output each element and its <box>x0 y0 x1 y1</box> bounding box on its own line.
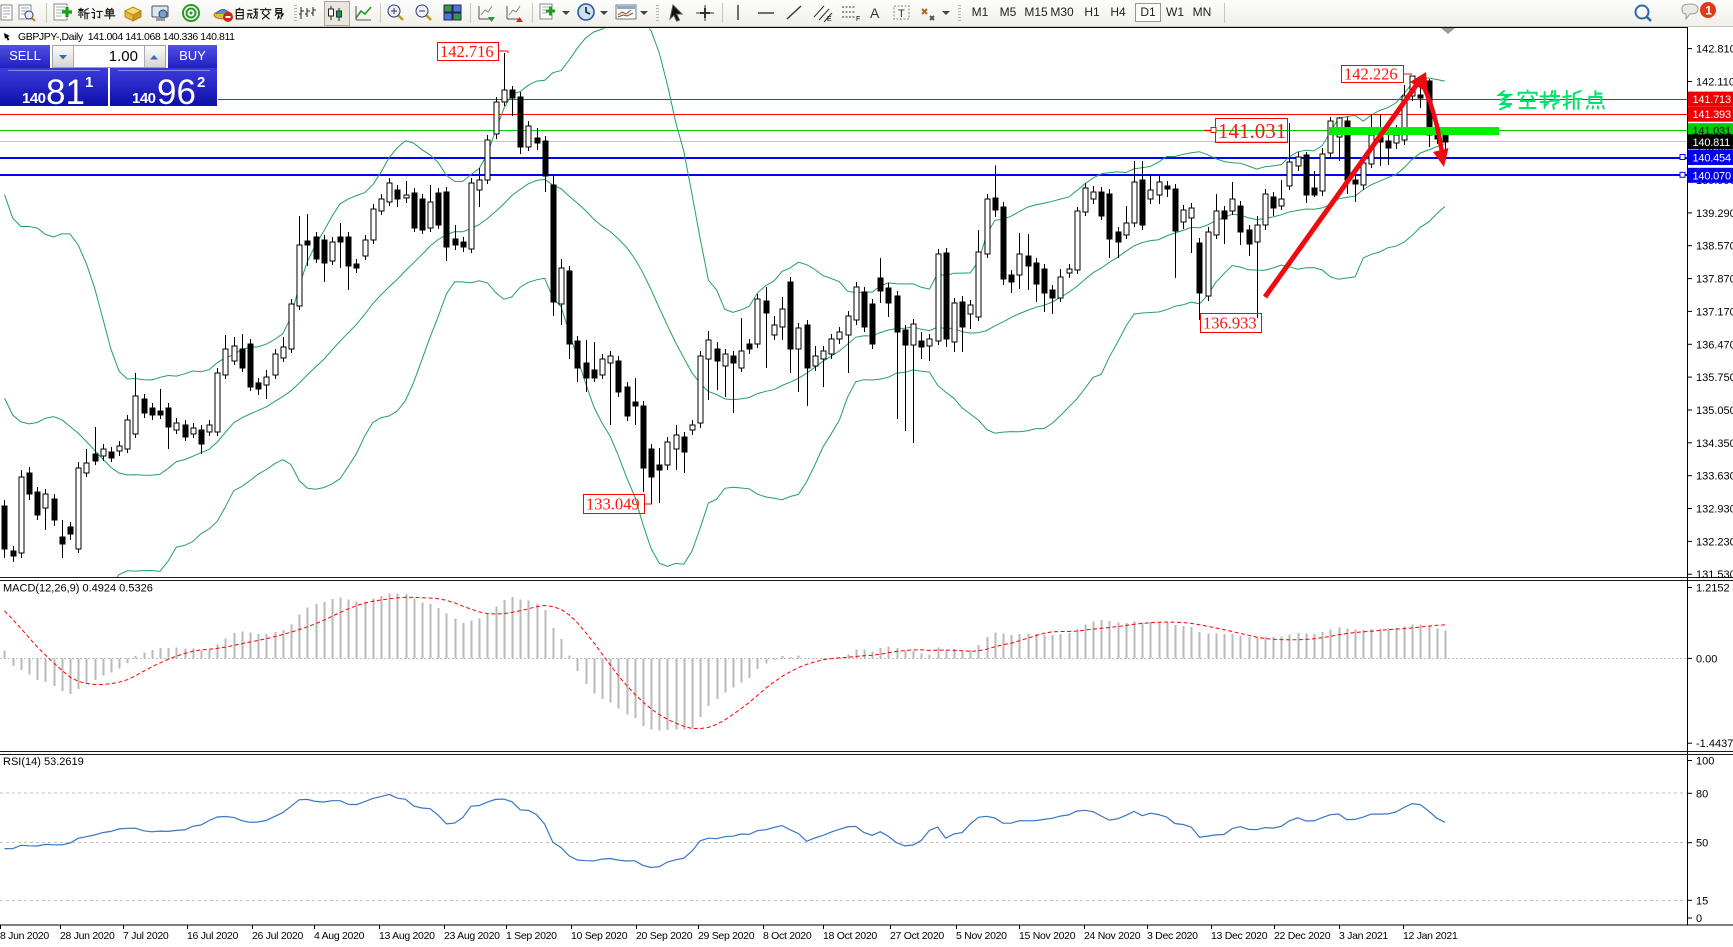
svg-text:1 Sep 2020: 1 Sep 2020 <box>506 930 557 942</box>
svg-text:3 Jan 2021: 3 Jan 2021 <box>1339 930 1388 942</box>
svg-text:1: 1 <box>1705 4 1712 18</box>
svg-text:-1.4437: -1.4437 <box>1696 738 1733 750</box>
svg-text:5 Nov 2020: 5 Nov 2020 <box>956 930 1007 942</box>
svg-text:15 Nov 2020: 15 Nov 2020 <box>1019 930 1076 942</box>
svg-text:142.226: 142.226 <box>1344 65 1398 84</box>
svg-text:50: 50 <box>1696 838 1708 850</box>
svg-text:0.00: 0.00 <box>1696 653 1717 665</box>
svg-text:28 Jun 2020: 28 Jun 2020 <box>60 930 115 942</box>
svg-text:24 Nov 2020: 24 Nov 2020 <box>1084 930 1141 942</box>
svg-text:8 Jun 2020: 8 Jun 2020 <box>0 930 49 942</box>
svg-text:4 Aug 2020: 4 Aug 2020 <box>314 930 365 942</box>
svg-text:136.470: 136.470 <box>1696 339 1733 351</box>
svg-text:RSI(14) 53.2619: RSI(14) 53.2619 <box>3 756 84 768</box>
svg-text:F: F <box>856 16 860 23</box>
svg-text:GBPJPY-,Daily 141.004 141.068: GBPJPY-,Daily 141.004 141.068 140.336 14… <box>18 31 235 43</box>
svg-text:8 Oct 2020: 8 Oct 2020 <box>763 930 812 942</box>
svg-text:132.230: 132.230 <box>1696 536 1733 548</box>
svg-text:131.530: 131.530 <box>1696 569 1733 581</box>
svg-text:16 Jul 2020: 16 Jul 2020 <box>187 930 238 942</box>
svg-text:80: 80 <box>1696 788 1708 800</box>
svg-text:1.2152: 1.2152 <box>1696 583 1730 595</box>
svg-text:22 Dec 2020: 22 Dec 2020 <box>1274 930 1331 942</box>
svg-text:7 Jul 2020: 7 Jul 2020 <box>123 930 169 942</box>
svg-text:E: E <box>827 16 832 23</box>
svg-text:133.049: 133.049 <box>586 495 640 514</box>
svg-text:29 Sep 2020: 29 Sep 2020 <box>698 930 755 942</box>
svg-text:10 Sep 2020: 10 Sep 2020 <box>571 930 628 942</box>
svg-text:135.050: 135.050 <box>1696 405 1733 417</box>
svg-text:141.393: 141.393 <box>1693 109 1731 121</box>
svg-text:132.930: 132.930 <box>1696 504 1733 516</box>
svg-text:100: 100 <box>1696 756 1714 768</box>
svg-text:12 Jan 2021: 12 Jan 2021 <box>1403 930 1458 942</box>
svg-text:138.570: 138.570 <box>1696 241 1733 253</box>
svg-text:142.810: 142.810 <box>1696 44 1733 56</box>
svg-text:140.454: 140.454 <box>1693 153 1731 165</box>
svg-text:26 Jul 2020: 26 Jul 2020 <box>252 930 303 942</box>
svg-text:137.170: 137.170 <box>1696 306 1733 318</box>
svg-text:23 Aug 2020: 23 Aug 2020 <box>444 930 500 942</box>
svg-text:3 Dec 2020: 3 Dec 2020 <box>1147 930 1198 942</box>
svg-text:A: A <box>870 5 880 21</box>
svg-text:T: T <box>898 8 905 20</box>
svg-text:136.933: 136.933 <box>1203 314 1257 333</box>
svg-text:142.110: 142.110 <box>1696 77 1733 89</box>
svg-text:13 Aug 2020: 13 Aug 2020 <box>379 930 435 942</box>
svg-text:135.750: 135.750 <box>1696 372 1733 384</box>
svg-text:141.713: 141.713 <box>1693 94 1731 106</box>
svg-text:18 Oct 2020: 18 Oct 2020 <box>823 930 877 942</box>
svg-text:MACD(12,26,9) 0.4924 0.5326: MACD(12,26,9) 0.4924 0.5326 <box>3 583 153 595</box>
svg-text:133.630: 133.630 <box>1696 471 1733 483</box>
svg-text:137.870: 137.870 <box>1696 274 1733 286</box>
svg-text:134.350: 134.350 <box>1696 438 1733 450</box>
svg-text:139.290: 139.290 <box>1696 208 1733 220</box>
svg-text:140.811: 140.811 <box>1693 137 1731 149</box>
svg-text:141.031: 141.031 <box>1218 119 1286 143</box>
svg-text:140.070: 140.070 <box>1693 170 1731 182</box>
svg-text:142.716: 142.716 <box>440 42 494 61</box>
svg-text:20 Sep 2020: 20 Sep 2020 <box>636 930 693 942</box>
svg-text:13 Dec 2020: 13 Dec 2020 <box>1211 930 1268 942</box>
svg-text:15: 15 <box>1696 895 1708 907</box>
svg-text:27 Oct 2020: 27 Oct 2020 <box>890 930 944 942</box>
svg-text:0: 0 <box>1696 913 1702 925</box>
